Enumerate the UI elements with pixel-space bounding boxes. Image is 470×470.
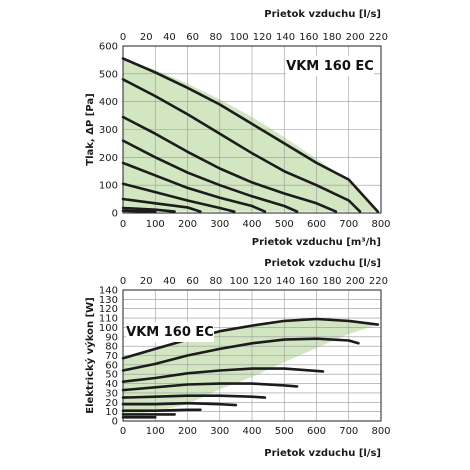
x-tick-label: 400: [242, 426, 261, 437]
y-tick-label: 400: [99, 97, 118, 108]
plot-frame: [122, 45, 382, 214]
chart-title: VKM 160 EC: [126, 325, 214, 340]
y-tick-label: 110: [99, 314, 118, 325]
series-curve-7: [121, 197, 202, 213]
x2-tick-label: 100: [230, 276, 249, 287]
x2-tick-label: 60: [186, 32, 199, 43]
chart-title: VKM 160 EC: [286, 59, 374, 74]
series-curve-3: [121, 115, 338, 213]
y-tick-label: 500: [99, 69, 118, 80]
series-curve-2: [121, 78, 362, 213]
y-tick-label: 300: [99, 125, 118, 136]
y-tick-label: 120: [99, 304, 118, 315]
title-background: [286, 56, 374, 76]
series-curve-8: [121, 206, 176, 213]
x-axis-label: Prietok vzduchu [l/s]: [264, 448, 381, 459]
y-axis-label: Tlak, ΔP [Pa]: [85, 93, 96, 165]
y-tick-label: 90: [105, 332, 118, 343]
x-tick-label: 500: [275, 426, 294, 437]
series-curve-3: [121, 367, 325, 383]
x2-tick-label: 120: [253, 32, 272, 43]
y-tick-label: 80: [105, 342, 118, 353]
y-tick-label: 50: [105, 370, 118, 381]
x2-tick-label: 0: [120, 32, 126, 43]
x2-tick-label: 100: [230, 32, 249, 43]
y-tick-label: 30: [105, 388, 118, 399]
series-curve-6: [121, 182, 236, 213]
y-tick-label: 100: [99, 323, 118, 334]
x-tick-label: 600: [307, 219, 326, 230]
x-axis-label: Prietok vzduchu [m³/h]: [252, 237, 381, 248]
series-curve-5: [121, 161, 267, 213]
x2-tick-label: 140: [276, 276, 295, 287]
x2-tick-label: 0: [120, 276, 126, 287]
y-tick-label: 70: [105, 351, 118, 362]
x2-axis-label: Prietok vzduchu [l/s]: [264, 258, 381, 269]
y-tick-label: 60: [105, 360, 118, 371]
y-tick-label: 20: [105, 398, 118, 409]
x2-tick-label: 40: [163, 32, 176, 43]
x-tick-label: 100: [146, 426, 165, 437]
series-curve-4: [121, 382, 299, 392]
x2-tick-label: 80: [210, 32, 223, 43]
series-curve-4: [121, 139, 299, 213]
series-curve-2: [121, 337, 360, 372]
plot-frame: [122, 289, 382, 422]
x2-tick-label: 180: [322, 276, 341, 287]
title-background: [126, 322, 214, 342]
operating-area: [123, 58, 378, 212]
x-tick-label: 300: [210, 426, 229, 437]
x2-tick-label: 200: [346, 32, 365, 43]
operating-area: [123, 319, 378, 416]
x-tick-label: 200: [178, 426, 197, 437]
y-tick-label: 0: [112, 209, 118, 220]
x2-tick-label: 160: [299, 32, 318, 43]
y-tick-label: 140: [99, 286, 118, 297]
x2-tick-label: 40: [163, 276, 176, 287]
y-tick-label: 0: [112, 417, 118, 428]
x-tick-label: 800: [371, 426, 390, 437]
x2-tick-label: 20: [140, 276, 153, 287]
x2-tick-label: 60: [186, 276, 199, 287]
y-tick-label: 130: [99, 295, 118, 306]
y-tick-label: 100: [99, 181, 118, 192]
y-axis-label: Elektrický výkon [W]: [84, 297, 96, 413]
x-tick-label: 700: [339, 426, 358, 437]
x2-tick-label: 180: [322, 32, 341, 43]
x2-tick-label: 120: [253, 276, 272, 287]
x2-tick-label: 80: [210, 276, 223, 287]
y-tick-label: 600: [99, 42, 118, 53]
series-curve-1: [121, 317, 380, 360]
x2-tick-label: 200: [346, 276, 365, 287]
x-tick-label: 500: [275, 219, 294, 230]
series-curve-5: [121, 394, 267, 399]
series-curve-7: [121, 408, 202, 412]
x-tick-label: 0: [120, 219, 126, 230]
x-tick-label: 100: [146, 219, 165, 230]
y-tick-label: 40: [105, 379, 118, 390]
x-tick-label: 800: [371, 219, 390, 230]
series-curve-1: [121, 57, 380, 213]
x2-tick-label: 220: [369, 32, 388, 43]
x2-tick-label: 160: [299, 276, 318, 287]
series-curve-9: [121, 209, 157, 214]
series-curve-6: [121, 401, 238, 407]
x-tick-label: 0: [120, 426, 126, 437]
x2-tick-label: 140: [276, 32, 295, 43]
y-tick-label: 10: [105, 407, 118, 418]
x-tick-label: 700: [339, 219, 358, 230]
x-tick-label: 400: [242, 219, 261, 230]
x2-tick-label: 20: [140, 32, 153, 43]
x-tick-label: 600: [307, 426, 326, 437]
x-tick-label: 300: [210, 219, 229, 230]
x2-tick-label: 220: [369, 276, 388, 287]
x2-axis-label: Prietok vzduchu [l/s]: [264, 9, 381, 20]
y-tick-label: 200: [99, 153, 118, 164]
x-tick-label: 200: [178, 219, 197, 230]
